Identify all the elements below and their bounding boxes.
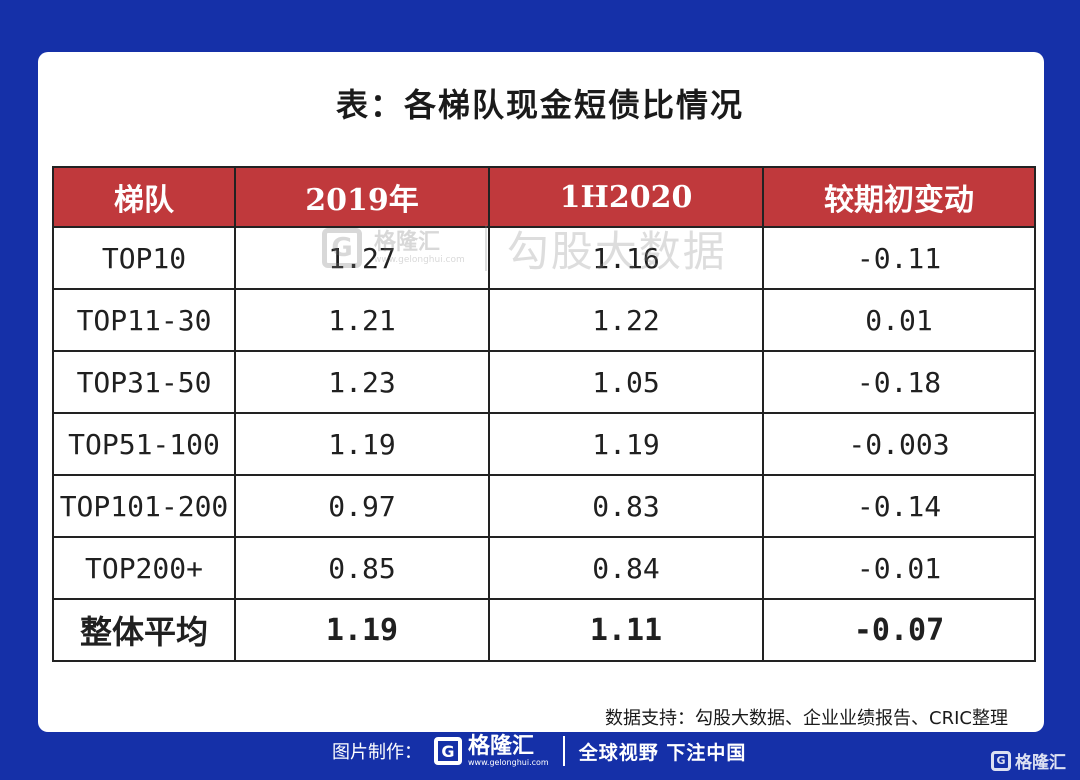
value-1h2020-cell: 1.05 [488,350,764,414]
value-2019-cell: 1.19 [234,412,490,476]
change-cell: 0.01 [762,288,1036,352]
header-1h2020: 1H2020 [488,166,764,228]
footer-slogan: 全球视野 下注中国 [578,741,747,764]
table-title: 表：各梯队现金短债比情况 [335,86,744,124]
total-2019-cell: 1.19 [234,598,490,662]
tier-cell: TOP101-200 [52,474,236,538]
value-1h2020-cell: 1.16 [488,226,764,290]
table-row: TOP200+ 0.85 0.84 -0.01 [52,536,1036,600]
tier-cell: TOP10 [52,226,236,290]
cash-short-debt-ratio-table: 梯队 2019年 1H2020 较期初变动 TOP10 1.27 1.16 -0… [52,166,1036,662]
footer-brand: 格隆汇 www.gelonghui.com [468,733,549,767]
gelonghui-logo-icon: G [991,750,1011,771]
table-header-row: 梯队 2019年 1H2020 较期初变动 [52,166,1036,228]
footer: 图片制作： G 格隆汇 www.gelonghui.com 全球视野 下注中国 [332,734,746,768]
gelonghui-logo-icon: G [434,737,462,765]
tier-cell: TOP11-30 [52,288,236,352]
change-cell: -0.18 [762,350,1036,414]
header-tier: 梯队 [52,166,236,228]
data-source-note: 数据支持：勾股大数据、企业业绩报告、CRIC整理 [605,708,1008,729]
corner-watermark: G 格隆汇 [991,748,1066,773]
value-2019-cell: 0.85 [234,536,490,600]
table-row: TOP101-200 0.97 0.83 -0.14 [52,474,1036,538]
value-1h2020-cell: 1.19 [488,412,764,476]
tier-cell: TOP200+ [52,536,236,600]
change-cell: -0.01 [762,536,1036,600]
total-change-cell: -0.07 [762,598,1036,662]
value-2019-cell: 1.23 [234,350,490,414]
value-2019-cell: 1.21 [234,288,490,352]
footer-divider [562,736,565,766]
change-cell: -0.11 [762,226,1036,290]
value-1h2020-cell: 0.84 [488,536,764,600]
change-cell: -0.003 [762,412,1036,476]
corner-brand-name: 格隆汇 [1015,753,1066,773]
value-2019-cell: 0.97 [234,474,490,538]
value-2019-cell: 1.27 [234,226,490,290]
tier-cell: TOP51-100 [52,412,236,476]
total-average-row: 整体平均 1.19 1.11 -0.07 [52,598,1036,662]
footer-brand-url: www.gelonghui.com [468,757,549,767]
table-row: TOP11-30 1.21 1.22 0.01 [52,288,1036,352]
header-change: 较期初变动 [762,166,1036,228]
total-1h2020-cell: 1.11 [488,598,764,662]
value-1h2020-cell: 0.83 [488,474,764,538]
tier-cell: TOP31-50 [52,350,236,414]
header-2019: 2019年 [234,166,490,228]
made-by-label: 图片制作： [332,742,422,763]
change-cell: -0.14 [762,474,1036,538]
table-row: TOP51-100 1.19 1.19 -0.003 [52,412,1036,476]
total-label-cell: 整体平均 [52,598,236,662]
footer-brand-name: 格隆汇 [468,733,535,759]
table-row: TOP31-50 1.23 1.05 -0.18 [52,350,1036,414]
value-1h2020-cell: 1.22 [488,288,764,352]
table-row: TOP10 1.27 1.16 -0.11 [52,226,1036,290]
